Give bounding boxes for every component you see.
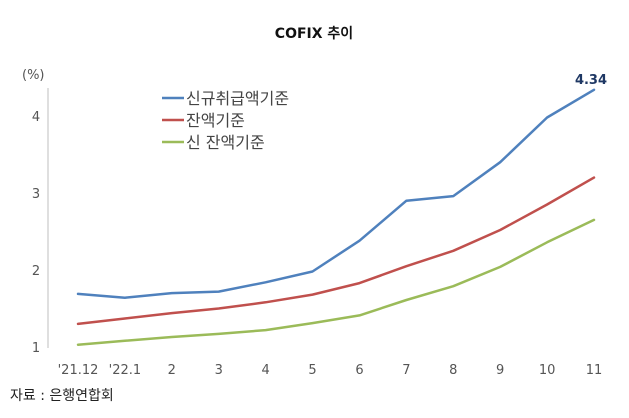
x-tick-label: 8 bbox=[449, 363, 457, 378]
legend-label-3: 신 잔액기준 bbox=[186, 133, 265, 152]
x-tick-label: 2 bbox=[168, 363, 176, 378]
x-tick-label: '21.12 bbox=[58, 363, 99, 378]
x-tick-label: 4 bbox=[261, 363, 269, 378]
y-tick-label: 3 bbox=[32, 187, 40, 202]
source-note: 자료 : 은행연합회 bbox=[10, 388, 114, 404]
chart-title: COFIX 추이 bbox=[275, 25, 353, 42]
series-lines bbox=[76, 88, 596, 346]
x-tick-label: 3 bbox=[215, 363, 223, 378]
y-tick-label: 4 bbox=[32, 110, 40, 125]
legend-label-2: 잔액기준 bbox=[186, 111, 245, 130]
x-tick-label: 9 bbox=[496, 363, 504, 378]
x-tick-label: '22.1 bbox=[109, 363, 142, 378]
x-tick-label: 7 bbox=[402, 363, 410, 378]
series-line-3 bbox=[76, 218, 596, 346]
x-tick-label: 5 bbox=[308, 363, 316, 378]
y-axis-ticks: 1 2 3 4 bbox=[32, 110, 40, 356]
y-tick-label: 2 bbox=[32, 264, 40, 279]
x-tick-label: 11 bbox=[586, 363, 603, 378]
y-axis-unit: (%) bbox=[22, 68, 45, 83]
y-tick-label: 1 bbox=[32, 341, 40, 356]
x-tick-label: 10 bbox=[539, 363, 556, 378]
series-line-2 bbox=[76, 176, 596, 326]
data-labels: 4.34 bbox=[575, 73, 607, 88]
series-line-1 bbox=[76, 88, 596, 299]
legend-label-1: 신규취급액기준 bbox=[186, 89, 289, 108]
x-axis-ticks: '21.12 '22.1 2 3 4 5 6 7 8 9 10 11 bbox=[58, 363, 603, 378]
x-tick-label: 6 bbox=[355, 363, 363, 378]
data-label: 4.34 bbox=[575, 73, 607, 88]
